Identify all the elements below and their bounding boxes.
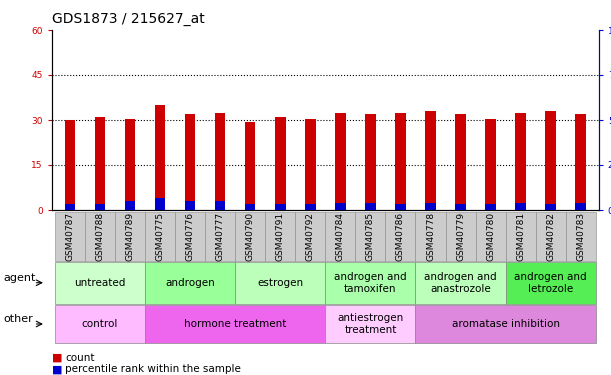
Bar bbox=[155, 198, 166, 210]
Bar bbox=[95, 204, 105, 210]
Text: GSM40791: GSM40791 bbox=[276, 211, 285, 261]
Text: GSM40775: GSM40775 bbox=[156, 211, 164, 261]
Text: other: other bbox=[3, 315, 33, 324]
Bar bbox=[546, 204, 556, 210]
Text: antiestrogen
treatment: antiestrogen treatment bbox=[337, 313, 403, 335]
Text: GSM40783: GSM40783 bbox=[576, 211, 585, 261]
Bar bbox=[245, 204, 255, 210]
Bar bbox=[215, 112, 225, 210]
Bar bbox=[125, 201, 135, 210]
Text: control: control bbox=[82, 319, 118, 329]
Text: GSM40792: GSM40792 bbox=[306, 212, 315, 261]
Bar bbox=[185, 201, 196, 210]
Text: GSM40780: GSM40780 bbox=[486, 211, 495, 261]
Bar bbox=[516, 112, 526, 210]
Text: GSM40790: GSM40790 bbox=[246, 211, 255, 261]
Text: GSM40778: GSM40778 bbox=[426, 211, 435, 261]
Text: GSM40786: GSM40786 bbox=[396, 211, 405, 261]
Bar bbox=[395, 112, 406, 210]
Bar bbox=[275, 117, 285, 210]
Bar bbox=[485, 118, 496, 210]
Text: androgen and
anastrozole: androgen and anastrozole bbox=[424, 272, 497, 294]
Text: androgen: androgen bbox=[165, 278, 215, 288]
Text: GDS1873 / 215627_at: GDS1873 / 215627_at bbox=[52, 12, 205, 26]
Text: percentile rank within the sample: percentile rank within the sample bbox=[65, 364, 241, 374]
Text: GSM40785: GSM40785 bbox=[366, 211, 375, 261]
Text: agent: agent bbox=[3, 273, 35, 283]
Text: GSM40789: GSM40789 bbox=[125, 211, 134, 261]
Bar bbox=[546, 111, 556, 210]
Text: untreated: untreated bbox=[75, 278, 126, 288]
Text: GSM40779: GSM40779 bbox=[456, 211, 465, 261]
Text: GSM40788: GSM40788 bbox=[95, 211, 104, 261]
Bar bbox=[185, 114, 196, 210]
Bar bbox=[305, 118, 316, 210]
Text: GSM40782: GSM40782 bbox=[546, 212, 555, 261]
Bar bbox=[576, 202, 586, 210]
Text: hormone treatment: hormone treatment bbox=[184, 319, 287, 329]
Bar bbox=[425, 111, 436, 210]
Bar bbox=[305, 204, 316, 210]
Text: androgen and
tamoxifen: androgen and tamoxifen bbox=[334, 272, 407, 294]
Text: GSM40777: GSM40777 bbox=[216, 211, 225, 261]
Text: GSM40784: GSM40784 bbox=[336, 212, 345, 261]
Bar bbox=[485, 204, 496, 210]
Text: GSM40787: GSM40787 bbox=[65, 211, 75, 261]
Text: androgen and
letrozole: androgen and letrozole bbox=[514, 272, 587, 294]
Bar bbox=[275, 204, 285, 210]
Bar bbox=[245, 122, 255, 210]
Bar bbox=[125, 118, 135, 210]
Text: ■: ■ bbox=[52, 364, 62, 374]
Text: aromatase inhibition: aromatase inhibition bbox=[452, 319, 560, 329]
Text: estrogen: estrogen bbox=[257, 278, 303, 288]
Bar bbox=[365, 202, 376, 210]
Bar bbox=[95, 117, 105, 210]
Bar bbox=[365, 114, 376, 210]
Text: count: count bbox=[65, 353, 95, 363]
Bar bbox=[425, 202, 436, 210]
Bar bbox=[65, 120, 75, 210]
Bar bbox=[395, 204, 406, 210]
Bar bbox=[335, 112, 346, 210]
Bar bbox=[455, 204, 466, 210]
Bar bbox=[516, 202, 526, 210]
Bar bbox=[576, 114, 586, 210]
Bar bbox=[335, 202, 346, 210]
Bar bbox=[65, 204, 75, 210]
Bar bbox=[215, 201, 225, 210]
Text: ■: ■ bbox=[52, 353, 62, 363]
Bar bbox=[455, 114, 466, 210]
Bar bbox=[155, 105, 166, 210]
Text: GSM40776: GSM40776 bbox=[186, 211, 195, 261]
Text: GSM40781: GSM40781 bbox=[516, 211, 525, 261]
